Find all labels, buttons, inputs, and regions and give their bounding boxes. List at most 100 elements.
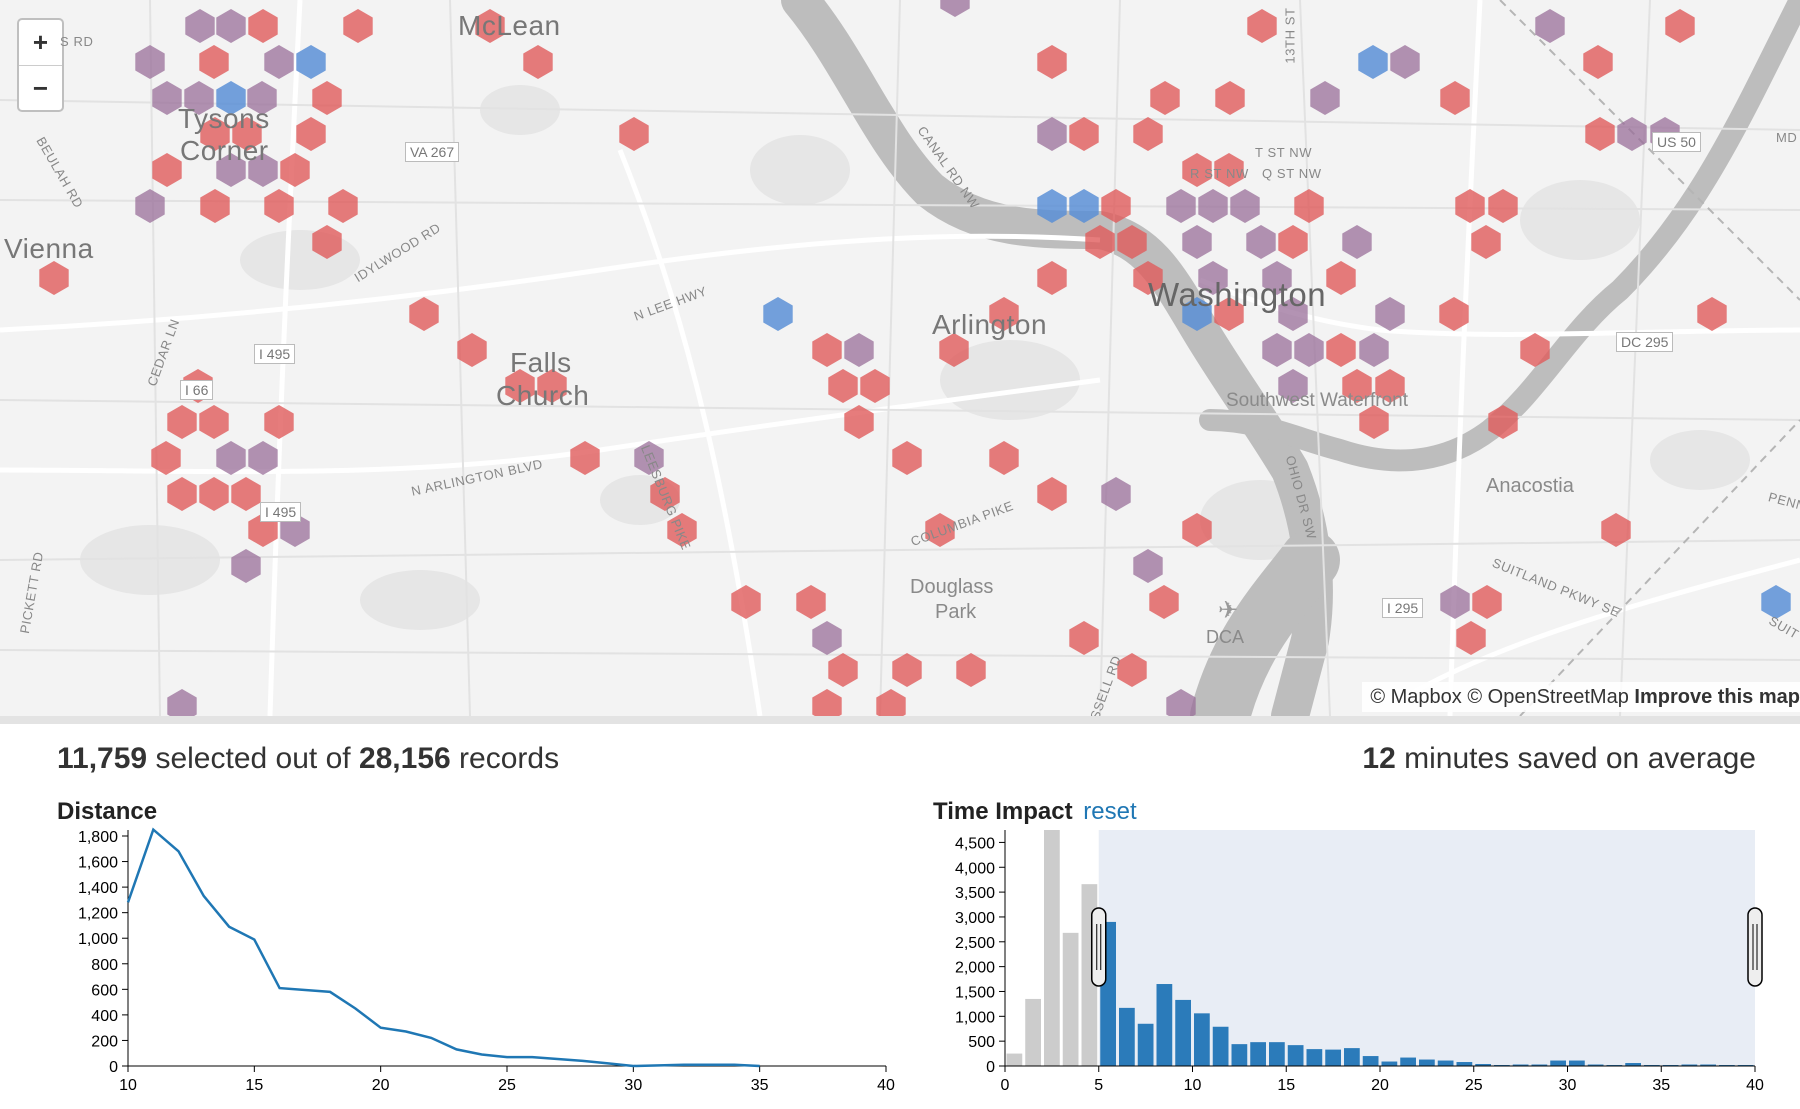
time-impact-bar — [1362, 1056, 1379, 1066]
hexbin-cell — [328, 189, 358, 223]
hexbin-cell — [231, 477, 261, 511]
hexbin-cell — [1246, 225, 1276, 259]
brush-handle-left[interactable] — [1091, 907, 1107, 987]
hexbin-cell — [1278, 369, 1308, 403]
hexbin-cell — [1471, 225, 1501, 259]
hexbin-cell — [940, 0, 970, 17]
hexbin-cell — [939, 333, 969, 367]
time-impact-bar — [1006, 1053, 1023, 1066]
brush-handle-body — [1091, 907, 1107, 987]
city-label-church: Church — [496, 380, 590, 411]
improve-map-link[interactable]: Improve this map — [1634, 686, 1800, 708]
distance-x-tick-label: 40 — [877, 1077, 895, 1094]
hexbin-cell — [1230, 189, 1260, 223]
osm-attribution-link[interactable]: © OpenStreetMap — [1467, 686, 1629, 708]
hexbin-cell — [167, 477, 197, 511]
hexbin-cell — [523, 45, 553, 79]
time-y-tick-label: 0 — [986, 1059, 995, 1076]
map[interactable]: + − McLean Tysons Corner Vienna Falls Ch… — [0, 0, 1800, 716]
hexbin-cell — [216, 441, 246, 475]
hexbin-cell — [1310, 81, 1340, 115]
zoom-in-button[interactable]: + — [32, 27, 49, 57]
hexbin-cell — [1214, 153, 1244, 187]
map-basemap — [0, 0, 1800, 716]
hexbin-cell — [167, 689, 197, 716]
road-label: R ST NW — [1190, 166, 1249, 181]
time-impact-chart-title: Time Impact reset — [933, 798, 1137, 826]
time-impact-chart[interactable]: 0 500 1,000 1,500 2,000 2,500 3,000 3,500 4,000 4… — [900, 820, 1800, 1109]
hexbin-cell — [1761, 585, 1791, 619]
hexbin-cell — [956, 653, 986, 687]
hexbin-cell — [1358, 45, 1388, 79]
time-y-tick-label: 2,500 — [955, 935, 995, 952]
time-impact-bar — [1137, 1023, 1154, 1066]
records-text: records — [459, 742, 560, 775]
time-impact-bar — [1381, 1061, 1398, 1066]
road-label: S RD — [60, 34, 94, 49]
distance-x-tick-label: 35 — [751, 1077, 769, 1094]
hexbin-cell — [39, 261, 69, 295]
time-impact-bar — [1231, 1044, 1248, 1066]
hexbin-cell — [828, 653, 858, 687]
hexbin-cell — [1456, 621, 1486, 655]
minutes-saved-value: 12 — [1362, 742, 1396, 775]
time-y-tick-label: 3,500 — [955, 885, 995, 902]
distance-y-tick-label: 0 — [109, 1059, 118, 1076]
distance-y-tick-label: 600 — [91, 982, 118, 999]
hexbin-cell — [1472, 585, 1502, 619]
distance-y-tick-label: 1,800 — [78, 829, 118, 846]
time-impact-bar — [1194, 1013, 1210, 1066]
hexbin-cell — [200, 189, 230, 223]
hexbin-cell — [1583, 45, 1613, 79]
hexbin-cell — [216, 9, 246, 43]
hexbin-cell — [231, 549, 261, 583]
hexbin-cell — [1697, 297, 1727, 331]
hexbin-cell — [989, 441, 1019, 475]
time-impact-bar — [1175, 999, 1191, 1066]
hexbin-cell — [1133, 549, 1163, 583]
hexbin-cell — [1101, 189, 1131, 223]
hexbin-cell — [1390, 45, 1420, 79]
hexbin-cell — [1342, 369, 1372, 403]
time-saved-summary: 12 minutes saved on average — [1362, 742, 1756, 776]
hexbin-cell — [167, 405, 197, 439]
hexbin-cell — [343, 9, 373, 43]
hexbin-cell — [1247, 9, 1277, 43]
brush-handle-right[interactable] — [1747, 907, 1763, 987]
hexbin-cell — [1342, 225, 1372, 259]
place-label-park: Park — [935, 601, 977, 623]
time-impact-bar — [1344, 1048, 1360, 1066]
hexbin-cell — [185, 9, 215, 43]
distance-series-line — [126, 827, 760, 1068]
place-label-dca: DCA — [1206, 627, 1245, 647]
distance-y-tick-label: 1,400 — [78, 880, 118, 897]
distance-y-tick-label: 1,000 — [78, 931, 118, 948]
time-x-tick-label: 15 — [1277, 1077, 1295, 1094]
hexbin-cell — [1198, 189, 1228, 223]
place-label-anacostia: Anacostia — [1486, 475, 1574, 497]
mapbox-attribution-link[interactable]: © Mapbox — [1370, 686, 1462, 708]
distance-y-tick-label: 1,200 — [78, 906, 118, 923]
zoom-out-button[interactable]: − — [19, 65, 62, 110]
time-y-tick-label: 1,500 — [955, 984, 995, 1001]
route-shield: I 495 — [260, 502, 302, 522]
hexbin-cell — [1069, 117, 1099, 151]
place-label-southwest-waterfront: Southwest Waterfront — [1226, 390, 1408, 411]
reset-link[interactable]: reset — [1083, 798, 1137, 825]
hexbin-cell — [1488, 189, 1518, 223]
distance-x-tick-label: 10 — [119, 1077, 137, 1094]
hexbin-cell — [1150, 81, 1180, 115]
hexbin-cell — [1117, 653, 1147, 687]
hexbin-cell — [1535, 9, 1565, 43]
hexbin-cell — [892, 441, 922, 475]
time-impact-bar — [1062, 932, 1079, 1066]
hexbin-cell — [1214, 297, 1244, 331]
hexbin-cell — [1037, 477, 1067, 511]
hexbin-cell — [247, 81, 277, 115]
hexbin-cell — [1326, 333, 1356, 367]
route-shield: I 295 — [1382, 598, 1424, 618]
hexbin-cell — [796, 585, 826, 619]
hexbin-cell — [1085, 225, 1115, 259]
total-count: 28,156 — [358, 742, 451, 775]
place-label-douglass: Douglass — [910, 576, 994, 598]
